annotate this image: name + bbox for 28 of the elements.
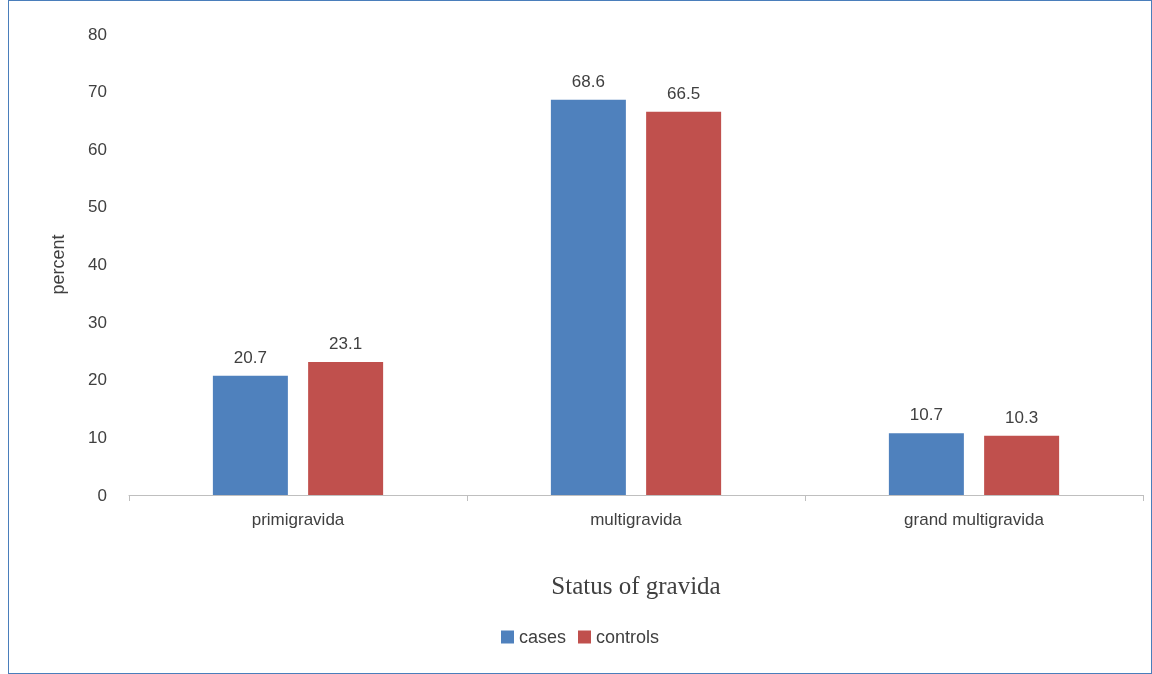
y-tick-label: 50: [88, 197, 107, 217]
bar: [646, 111, 722, 495]
bar: [888, 433, 964, 495]
y-tick-label: 80: [88, 24, 107, 44]
data-label: 66.5: [667, 83, 701, 103]
bar: [984, 435, 1060, 495]
y-tick-label: 60: [88, 139, 107, 159]
x-axis-title: Status of gravida: [551, 572, 721, 599]
bar: [308, 361, 384, 495]
x-tick-label: multigravida: [590, 510, 683, 529]
data-label: 10.3: [1005, 407, 1039, 427]
bar: [212, 375, 288, 495]
y-tick-label: 0: [97, 485, 107, 505]
data-label: 20.7: [233, 347, 267, 367]
data-label: 68.6: [571, 71, 605, 91]
y-tick-label: 20: [88, 370, 107, 390]
x-tick-label: grand multigravida: [904, 510, 1045, 529]
data-label: 10.7: [909, 405, 943, 425]
y-tick-label: 10: [88, 427, 107, 447]
legend-label: controls: [596, 627, 660, 647]
y-tick-label: 40: [88, 255, 107, 274]
data-label: 23.1: [329, 333, 363, 353]
y-axis-title: percent: [48, 234, 68, 295]
y-tick-label: 30: [88, 312, 107, 332]
y-tick-label: 70: [88, 82, 107, 102]
bar: [550, 99, 626, 495]
x-tick-label: primigravida: [251, 510, 345, 529]
legend-label: cases: [518, 627, 567, 647]
